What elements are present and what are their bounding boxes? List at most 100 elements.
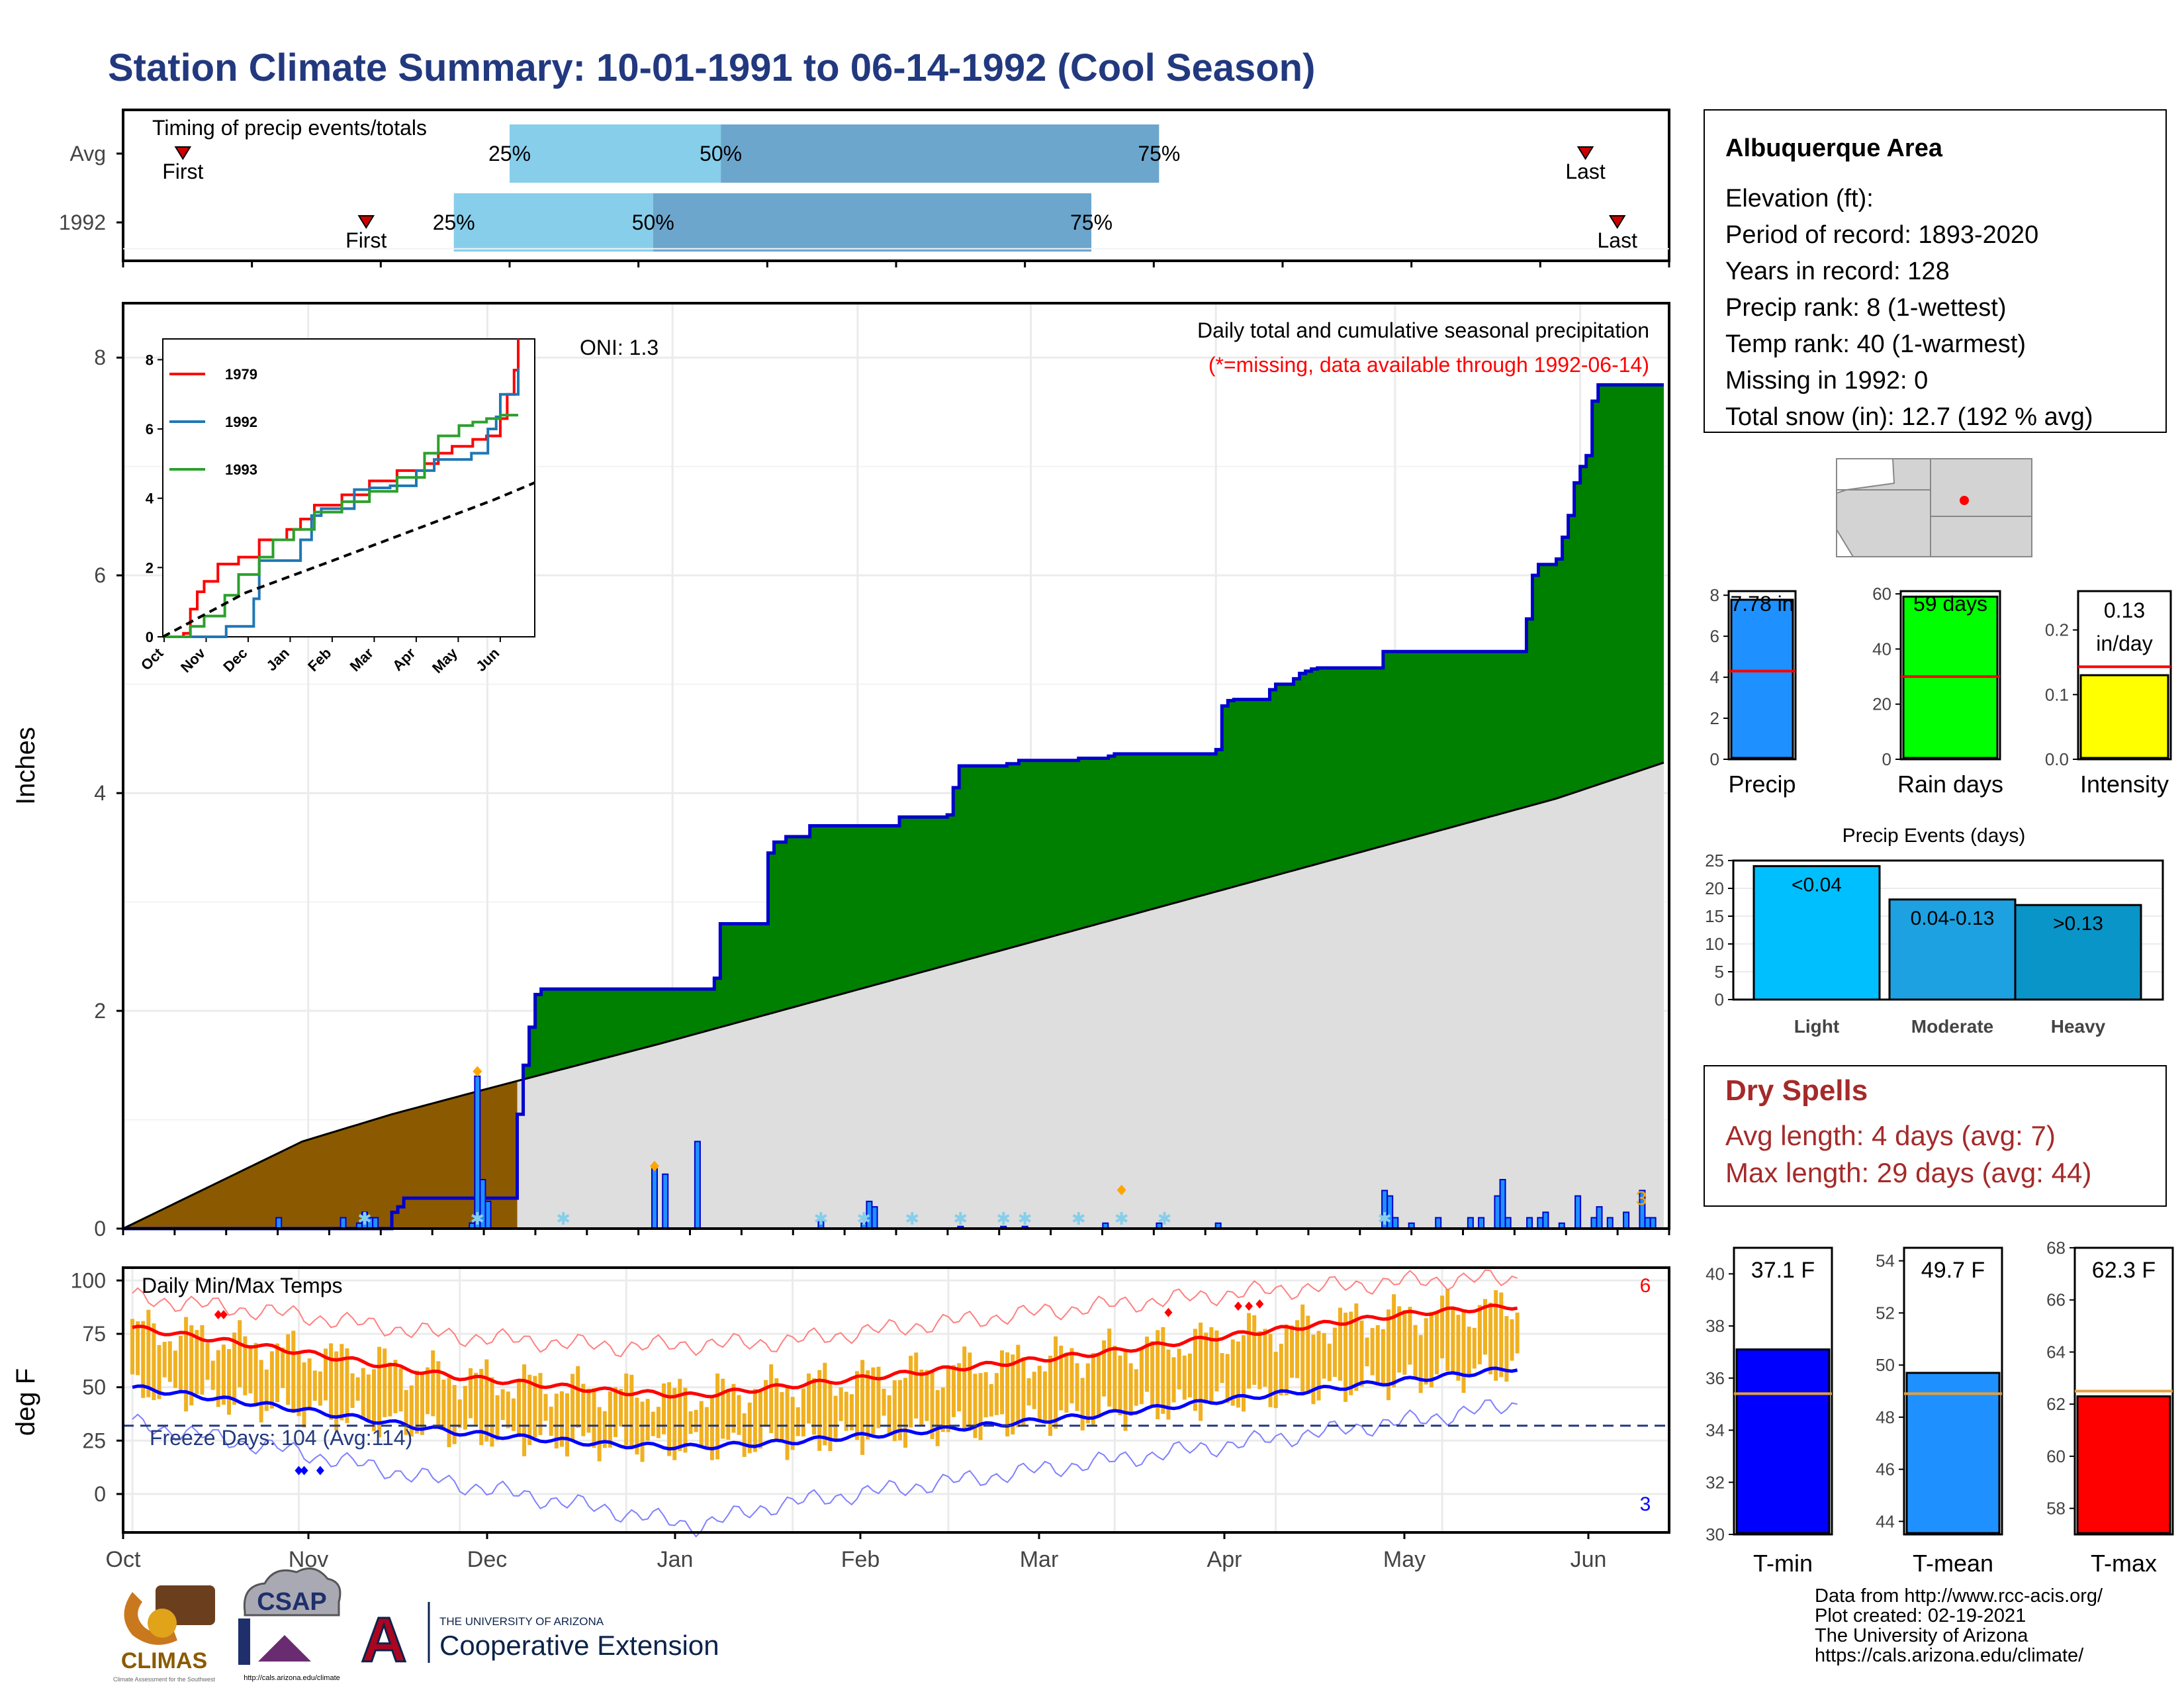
precip-y-tick-label: 2 [94, 999, 106, 1023]
record-high-marker [1164, 1307, 1173, 1317]
daily-temp-bar [1510, 1319, 1514, 1361]
dry-spells-avg: Avg length: 4 days (avg: 7) [1725, 1120, 2056, 1151]
dry-spells-frame [1704, 1065, 2167, 1207]
info-line: Missing in 1992: 0 [1725, 367, 1928, 395]
extreme-event-marker [473, 1066, 482, 1077]
daily-temp-bar [683, 1387, 688, 1453]
daily-temp-bar [329, 1343, 334, 1420]
climas-wordmark: CLIMAS [121, 1648, 207, 1673]
precip-y-label: Inches [11, 727, 40, 805]
precip-value-label: 7.78 in [1730, 592, 1794, 616]
snow-marker-icon: ✱ [1018, 1209, 1032, 1229]
daily-temp-bar [1300, 1304, 1305, 1395]
daily-temp-bar [264, 1369, 269, 1411]
daily-temp-bar [823, 1362, 827, 1446]
daily-temp-bar [619, 1389, 623, 1427]
daily-temp-bar [678, 1378, 682, 1451]
csap-mountain-icon [258, 1635, 311, 1662]
temp-content [123, 1268, 1669, 1538]
daily-temp-bar [983, 1372, 988, 1418]
daily-temp-bar [1456, 1315, 1461, 1381]
daily-temp-bar [366, 1374, 371, 1420]
daily-temp-bar [189, 1325, 194, 1406]
timing-bar-25-50 [453, 193, 653, 252]
station-name: Albuquerque Area [1725, 134, 1943, 162]
daily-temp-bar [672, 1387, 677, 1460]
daily-temp-bar [1504, 1316, 1509, 1382]
daily-temp-bar [597, 1407, 602, 1462]
daily-temp-bar [1306, 1315, 1310, 1394]
daily-temp-bar [866, 1370, 870, 1440]
tmean-y-tick-label: 48 [1876, 1407, 1895, 1427]
daily-temp-bar [404, 1389, 408, 1435]
daily-temp-bar [694, 1409, 698, 1432]
climas-tagline: Climate Assessment for the Southwest [113, 1676, 216, 1683]
intensity-y-tick-label: 0.2 [2045, 620, 2069, 640]
rain_days-y-tick-label: 60 [1872, 584, 1891, 604]
daily-temp-bar [903, 1378, 907, 1448]
daily-temp-bar [490, 1377, 494, 1447]
record-high-marker [1245, 1301, 1253, 1311]
daily-temp-bar [592, 1388, 596, 1448]
daily-precip-bar [1590, 1217, 1598, 1230]
daily-temp-bar [742, 1413, 747, 1457]
daily-temp-bar [1472, 1327, 1477, 1369]
extreme-event-marker [650, 1160, 659, 1172]
daily-temp-bar [259, 1360, 263, 1423]
daily-temp-bar [1268, 1334, 1273, 1407]
tmin-y-tick-label: 38 [1706, 1316, 1725, 1336]
timing-title: Timing of precip events/totals [152, 116, 427, 140]
timing-p50-label: 50% [700, 142, 742, 165]
daily-temp-bar [232, 1333, 237, 1405]
temp-x-tick-label: Mar [1020, 1547, 1059, 1572]
daily-temp-bar [608, 1391, 612, 1448]
dry-spells-title: Dry Spells [1725, 1074, 1868, 1107]
daily-temp-bar [892, 1380, 897, 1441]
daily-temp-bar [1349, 1311, 1353, 1395]
tmean-bar [1905, 1372, 2001, 1534]
daily-temp-bar [812, 1378, 817, 1435]
snow-marker-icon: ✱ [1115, 1209, 1129, 1229]
daily-temp-bar [602, 1411, 607, 1448]
daily-temp-bar [452, 1385, 457, 1444]
timing-panel: Timing of precip events/totals Avg 25% 50%… [59, 109, 1670, 267]
daily-temp-bar [1026, 1378, 1031, 1406]
daily-temp-bar [479, 1368, 484, 1446]
events-title: Precip Events (days) [1843, 825, 2026, 847]
daily-temp-bar [324, 1348, 328, 1401]
daily-temp-bar [1091, 1353, 1095, 1425]
daily-temp-bar [1021, 1358, 1026, 1427]
inset-frame [162, 338, 535, 637]
daily-temp-bar [828, 1383, 833, 1452]
rain_days-y-tick-label: 40 [1872, 639, 1891, 659]
snow-marker-icon: ✱ [905, 1209, 919, 1229]
daily-precip-bar [871, 1206, 878, 1229]
timing-last-marker [1608, 215, 1626, 229]
daily-temp-bar [1075, 1363, 1079, 1411]
daily-temp-bar [388, 1362, 392, 1417]
daily-temp-bar [184, 1317, 189, 1412]
daily-temp-bar [457, 1399, 462, 1429]
events-y-tick-label: 0 [1715, 990, 1724, 1009]
daily-temp-bar [1161, 1327, 1165, 1414]
daily-temp-bar [527, 1374, 532, 1446]
small-precip-charts: 0 2 4 6 8 Precip 7.78 in 0 20 40 60 Rain days 59 day… [1710, 584, 2172, 798]
dry-spells-box: Dry Spells Avg length: 4 days (avg: 7) M… [1704, 1065, 2167, 1207]
page-title: Station Climate Summary: 10-01-1991 to 0… [108, 46, 1315, 89]
daily-temp-bar [549, 1407, 553, 1436]
tmin-y-tick-label: 40 [1706, 1264, 1725, 1284]
daily-temp-bar [205, 1342, 210, 1380]
daily-temp-bar [656, 1407, 660, 1438]
record-min-line [132, 1399, 1518, 1538]
daily-temp-bar [1499, 1292, 1504, 1378]
timing-p25-label: 25% [488, 142, 531, 165]
daily-temp-bar [216, 1350, 220, 1407]
record-low-marker [295, 1466, 303, 1476]
map-outside-area-2 [1836, 527, 1854, 557]
intensity-y-tick-label: 0.1 [2045, 684, 2069, 704]
events-y-tick-label: 5 [1715, 962, 1724, 982]
tmean-y-tick-label: 52 [1876, 1303, 1895, 1323]
daily-temp-bar [721, 1378, 725, 1439]
daily-temp-bar [1204, 1333, 1208, 1404]
daily-temp-bar [533, 1376, 537, 1438]
